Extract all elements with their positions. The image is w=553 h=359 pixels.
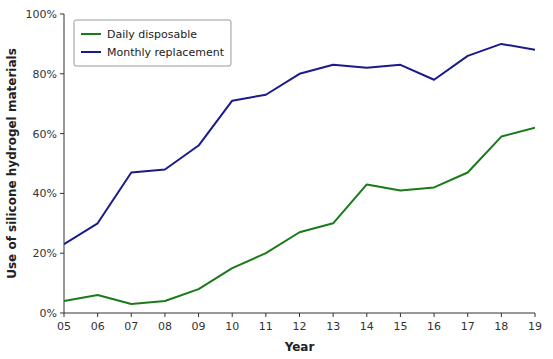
x-tick-label: 16 [427,320,441,333]
x-tick-label: 18 [494,320,508,333]
x-axis-label: Year [284,340,315,354]
legend-label: Monthly replacement [107,46,225,59]
legend-label: Daily disposable [107,28,197,41]
y-tick-label: 40% [33,187,57,200]
x-tick-label: 11 [259,320,273,333]
series-line [64,44,535,244]
y-axis-label: Use of silicone hydrogel materials [5,48,19,279]
y-tick-label: 80% [33,68,57,81]
x-tick-label: 17 [461,320,475,333]
x-tick [333,313,334,317]
x-tick [131,313,132,317]
y-tick [60,133,64,134]
x-tick-label: 08 [158,320,172,333]
x-tick [198,313,199,317]
x-tick-label: 13 [326,320,340,333]
y-tick [60,253,64,254]
y-tick [60,14,64,15]
legend-swatch [81,51,101,53]
x-tick [232,313,233,317]
x-tick-label: 10 [225,320,239,333]
y-tick [60,193,64,194]
x-tick [535,313,536,317]
series-line [64,128,535,304]
chart: 05 06 07 08 09 10 11 12 13 14 15 16 17 18 19 0% 20% 40% 60… [0,0,553,359]
x-tick-label: 15 [393,320,407,333]
legend-box [74,20,231,66]
x-tick [265,313,266,317]
x-tick [299,313,300,317]
x-tick [467,313,468,317]
y-tick-label: 20% [33,247,57,260]
y-tick [60,313,64,314]
x-tick-label: 07 [124,320,138,333]
plot-area [64,44,535,304]
x-tick-label: 19 [528,320,542,333]
x-tick-label: 05 [57,320,71,333]
x-tick [366,313,367,317]
x-tick-label: 14 [360,320,374,333]
y-tick [60,73,64,74]
background [0,0,553,359]
y-tick-label: 60% [33,128,57,141]
legend: Daily disposable Monthly replacement [74,20,231,66]
x-tick [64,313,65,317]
legend-swatch [81,33,101,35]
x-tick [434,313,435,317]
y-tick-label: 100% [26,8,57,21]
x-tick-label: 06 [91,320,105,333]
y-axis-line [64,14,65,313]
x-tick [97,313,98,317]
x-tick-label: 09 [192,320,206,333]
y-tick-label: 0% [40,307,57,320]
x-tick [164,313,165,317]
x-tick [400,313,401,317]
axes: 05 06 07 08 09 10 11 12 13 14 15 16 17 18 19 0% 20% 40% 60… [26,8,542,333]
x-tick-label: 12 [293,320,307,333]
x-tick [501,313,502,317]
